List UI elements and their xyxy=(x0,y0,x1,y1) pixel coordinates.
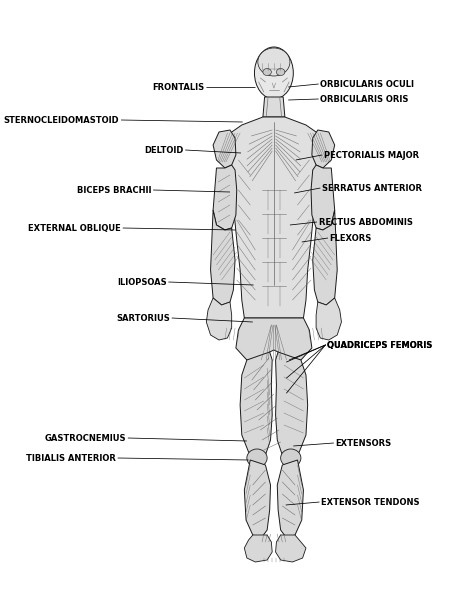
Polygon shape xyxy=(244,460,271,538)
Text: FRONTALIS: FRONTALIS xyxy=(153,83,205,91)
Text: TIBIALIS ANTERIOR: TIBIALIS ANTERIOR xyxy=(26,454,116,462)
Text: STERNOCLEIDOMASTOID: STERNOCLEIDOMASTOID xyxy=(4,115,119,124)
Text: ORBICULARIS ORIS: ORBICULARIS ORIS xyxy=(320,94,409,104)
Polygon shape xyxy=(275,535,306,562)
Polygon shape xyxy=(206,298,232,340)
Polygon shape xyxy=(275,352,308,458)
Polygon shape xyxy=(277,460,303,538)
Text: EXTENSOR TENDONS: EXTENSOR TENDONS xyxy=(321,498,419,506)
Polygon shape xyxy=(213,165,237,230)
Polygon shape xyxy=(313,210,337,305)
Ellipse shape xyxy=(255,47,293,99)
Text: QUADRICEPS FEMORIS: QUADRICEPS FEMORIS xyxy=(327,340,432,349)
Text: EXTENSORS: EXTENSORS xyxy=(336,438,392,447)
Text: SERRATUS ANTERIOR: SERRATUS ANTERIOR xyxy=(322,183,422,192)
Text: GASTROCNEMIUS: GASTROCNEMIUS xyxy=(45,433,126,443)
Ellipse shape xyxy=(263,69,271,75)
Polygon shape xyxy=(316,298,341,340)
Polygon shape xyxy=(312,130,335,168)
Polygon shape xyxy=(240,352,272,458)
Text: BICEPS BRACHII: BICEPS BRACHII xyxy=(77,186,152,194)
Text: RECTUS ABDOMINIS: RECTUS ABDOMINIS xyxy=(319,218,412,226)
Text: ILIOPSOAS: ILIOPSOAS xyxy=(117,278,167,286)
Polygon shape xyxy=(244,535,272,562)
Ellipse shape xyxy=(258,48,290,76)
Ellipse shape xyxy=(276,69,285,75)
Polygon shape xyxy=(236,318,312,360)
Text: SARTORIUS: SARTORIUS xyxy=(116,313,170,322)
Ellipse shape xyxy=(281,449,301,467)
Text: DELTOID: DELTOID xyxy=(144,145,183,154)
Text: ORBICULARIS OCULI: ORBICULARIS OCULI xyxy=(320,80,414,88)
Polygon shape xyxy=(223,117,325,318)
Text: QUADRICEPS FEMORIS: QUADRICEPS FEMORIS xyxy=(327,340,432,349)
Polygon shape xyxy=(213,130,236,168)
Polygon shape xyxy=(263,97,285,117)
Text: FLEXORS: FLEXORS xyxy=(329,234,372,243)
Polygon shape xyxy=(311,165,335,230)
Ellipse shape xyxy=(247,449,267,467)
Text: EXTERNAL OBLIQUE: EXTERNAL OBLIQUE xyxy=(28,224,121,232)
Text: PECTORIALIS MAJOR: PECTORIALIS MAJOR xyxy=(324,151,419,159)
Polygon shape xyxy=(210,210,235,305)
